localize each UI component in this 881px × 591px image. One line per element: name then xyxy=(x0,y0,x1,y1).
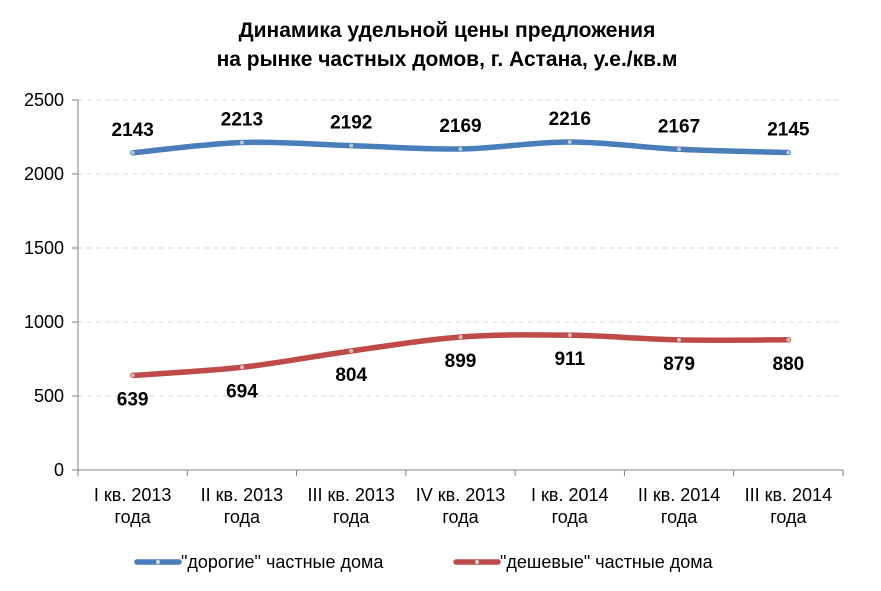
data-point xyxy=(677,147,682,152)
legend-marker xyxy=(156,560,160,564)
data-point xyxy=(239,140,244,145)
data-point xyxy=(130,373,135,378)
x-tick-label: II кв. 2013 года xyxy=(201,485,284,527)
axes xyxy=(72,99,844,476)
data-point xyxy=(349,143,354,148)
legend-label: "дешевые" частные дома xyxy=(500,552,714,572)
data-label: 2143 xyxy=(112,120,154,141)
data-point xyxy=(786,337,791,342)
data-point xyxy=(349,349,354,354)
data-label: 880 xyxy=(773,354,805,375)
data-label: 2169 xyxy=(439,116,481,137)
y-tick-label: 2500 xyxy=(24,90,64,110)
series-lines xyxy=(129,139,792,379)
x-tick-label: I кв. 2013 года xyxy=(94,485,171,527)
legend-label: "дорогие" частные дома xyxy=(181,552,384,572)
data-label: 2192 xyxy=(330,113,372,134)
y-tick-label: 0 xyxy=(54,460,64,480)
data-point xyxy=(458,334,463,339)
data-point xyxy=(239,365,244,370)
data-labels: 2143 2213 2192 2169 2216 2167 2145 639 694 804 899… xyxy=(112,109,810,410)
data-point xyxy=(677,337,682,342)
legend-marker xyxy=(475,560,479,564)
legend: "дорогие" частные дома "дешевые" частные … xyxy=(134,552,714,572)
x-tick-label: III кв. 2014 года xyxy=(745,485,833,527)
x-tick-label: I кв. 2014 года xyxy=(531,485,608,527)
data-label: 639 xyxy=(117,389,149,410)
chart-title-line: на рынке частных домов, г. Астана, у.е./… xyxy=(217,48,678,71)
data-point xyxy=(786,150,791,155)
chart-title: Динамика удельной цены предложения на рын… xyxy=(217,19,678,71)
data-point xyxy=(458,146,463,151)
x-tick-labels: I кв. 2013 года II кв. 2013 года III кв. 201… xyxy=(94,485,832,527)
data-label: 911 xyxy=(554,349,585,370)
data-label: 899 xyxy=(445,351,477,372)
data-label: 694 xyxy=(226,381,258,402)
data-label: 804 xyxy=(335,365,367,386)
y-tick-label: 1000 xyxy=(24,312,64,332)
x-tick-label: IV кв. 2013 года xyxy=(416,485,506,527)
data-label: 879 xyxy=(663,354,695,375)
data-label: 2216 xyxy=(549,109,591,130)
y-tick-label: 500 xyxy=(34,386,64,406)
x-tick-label: III кв. 2013 года xyxy=(307,485,395,527)
y-tick-label: 1500 xyxy=(24,238,64,258)
data-point xyxy=(567,333,572,338)
data-label: 2167 xyxy=(658,116,700,137)
gridlines xyxy=(78,99,843,397)
y-tick-labels: 0 500 1000 1500 2000 2500 xyxy=(24,90,64,480)
y-tick-label: 2000 xyxy=(24,164,64,184)
data-label: 2213 xyxy=(221,109,263,130)
x-tick-label: II кв. 2014 года xyxy=(638,485,721,527)
data-point xyxy=(567,140,572,145)
chart-title-line: Динамика удельной цены предложения xyxy=(239,19,656,42)
data-point xyxy=(130,150,135,155)
data-label: 2145 xyxy=(767,120,810,141)
